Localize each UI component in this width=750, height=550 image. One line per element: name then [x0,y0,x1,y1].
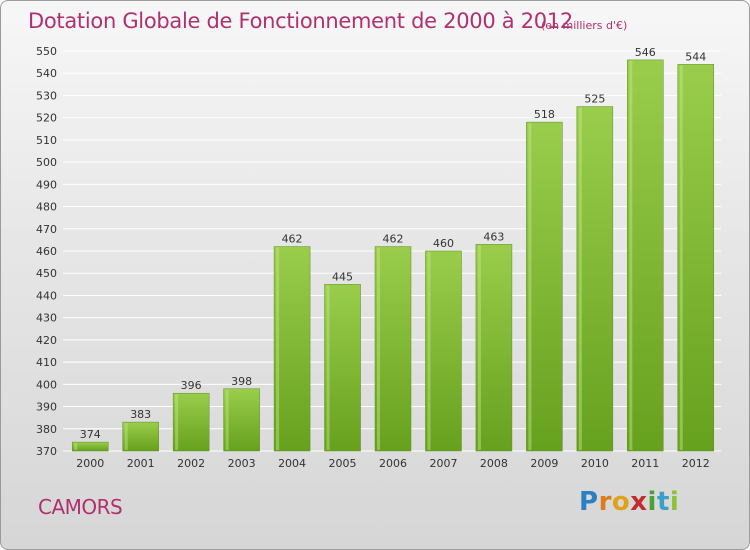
proxiti-logo: Proxiti [579,487,679,517]
x-tick-label-2009: 2009 [530,457,558,470]
data-label-2012: 544 [685,50,706,63]
data-label-2008: 463 [483,230,504,243]
data-labels: 374 383 396 398 462 445 462 460 463 518 525 546 544 [80,46,707,441]
y-tick-label: 470 [36,223,57,236]
y-tick-label: 390 [36,401,57,414]
bar-highlight [326,285,330,450]
bar-highlight [124,423,128,450]
bar-highlight [175,394,179,450]
bar-highlight [276,247,280,450]
x-tick-label-2004: 2004 [278,457,306,470]
bar-2010 [576,106,614,452]
chart-unit-note: (en milliers d'€) [541,19,628,32]
y-tick-label: 380 [36,423,57,436]
y-tick-label: 460 [36,245,57,258]
data-label-2010: 525 [584,93,605,106]
bar-highlight [578,107,582,451]
bar-2006 [374,246,412,452]
bar-2002 [172,392,210,452]
y-tick-label: 530 [36,89,57,102]
logo-letter: t [656,487,670,517]
data-label-2003: 398 [231,375,252,388]
bar-2009 [526,121,563,452]
y-tick-label: 480 [36,201,57,214]
bar-highlight [679,65,683,450]
x-axis: 2000 2001 2002 2003 2004 2005 2006 2007 2008 2009… [76,457,710,470]
data-label-2002: 396 [181,379,202,392]
logo-letter: o [611,487,631,517]
y-tick-label: 540 [36,67,57,80]
bar-highlight [225,389,229,450]
x-tick-label-2008: 2008 [480,457,508,470]
data-label-2007: 460 [433,237,454,250]
y-tick-label: 520 [36,112,57,125]
bar-2003 [223,388,260,452]
x-tick-label-2011: 2011 [631,457,659,470]
data-label-2004: 462 [282,233,303,246]
bars [71,59,715,452]
x-tick-label-2010: 2010 [581,457,609,470]
bar-highlight [427,252,431,450]
bar-highlight [528,123,532,450]
x-tick-label-2012: 2012 [682,457,710,470]
bar-2004 [273,246,311,452]
y-axis: 370 380 390 400 410 420 430 440 450 460 470 480 490 5… [36,45,57,458]
y-tick-label: 450 [36,267,57,280]
x-tick-label-2005: 2005 [329,457,357,470]
data-label-2001: 383 [130,408,151,421]
logo-letter: i [669,487,680,517]
x-tick-label-2002: 2002 [177,457,205,470]
y-tick-label: 420 [36,334,57,347]
data-label-2000: 374 [80,428,101,441]
x-tick-label-2003: 2003 [228,457,256,470]
bar-2001 [122,421,159,452]
logo-letter: r [598,487,612,517]
y-tick-label: 370 [36,445,57,458]
y-tick-label: 430 [36,312,57,325]
x-tick-label-2006: 2006 [379,457,407,470]
bar-2005 [324,284,361,452]
bar-2000 [71,441,109,452]
y-tick-label: 510 [36,134,57,147]
data-label-2005: 445 [332,270,353,283]
town-name: CAMORS [38,495,123,519]
data-label-2009: 518 [534,108,555,121]
x-tick-label-2000: 2000 [76,457,104,470]
bar-2011 [627,59,664,452]
x-tick-label-2007: 2007 [429,457,457,470]
bar-2012 [677,64,715,452]
y-tick-label: 440 [36,289,57,302]
bar-2007 [425,250,462,452]
data-label-2006: 462 [383,233,404,246]
logo-letter: i [647,487,657,517]
bar-2008 [475,244,513,452]
chart-title: Dotation Globale de Fonctionnement de 20… [28,9,573,33]
x-tick-label-2001: 2001 [127,457,155,470]
y-tick-label: 400 [36,378,57,391]
y-tick-label: 500 [36,156,57,169]
logo-letter: x [630,487,648,517]
data-label-2011: 546 [635,46,656,59]
bar-highlight [629,60,633,451]
y-tick-label: 490 [36,178,57,191]
bar-highlight [477,245,481,450]
bar-highlight [377,247,380,450]
y-tick-label: 550 [36,45,57,58]
bar-highlight [74,443,78,450]
y-tick-label: 410 [36,356,57,369]
logo-letter: P [579,487,599,517]
